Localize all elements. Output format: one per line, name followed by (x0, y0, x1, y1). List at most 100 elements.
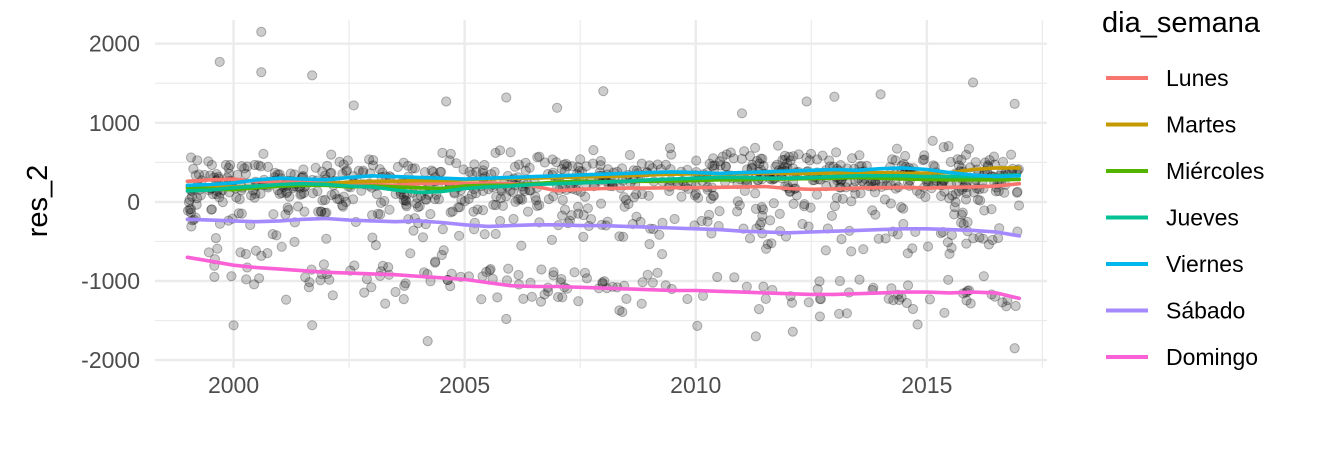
scatter-point (761, 243, 772, 254)
scatter-point (1013, 200, 1025, 211)
scatter-point (250, 188, 261, 199)
scatter-point (556, 164, 567, 175)
scatter-point (503, 263, 514, 274)
scatter-point (258, 148, 269, 159)
scatter-point (407, 163, 418, 174)
scatter-point (370, 240, 381, 251)
scatter-point (342, 155, 353, 166)
scatter-point (924, 294, 936, 305)
scatter-point (715, 160, 726, 171)
scatter-point (253, 160, 264, 171)
scatter-point (280, 209, 291, 220)
scatter-point (965, 298, 976, 309)
scatter-point (1010, 300, 1021, 312)
scatter-point (999, 187, 1010, 198)
scatter-point (463, 193, 474, 205)
series-line (185, 173, 1022, 195)
scatter-point (193, 169, 205, 180)
scatter-point (271, 230, 282, 241)
scatter-point (595, 160, 606, 171)
scatter-point (398, 157, 409, 168)
x-tick-label: 2015 (901, 372, 952, 398)
scatter-point (256, 26, 267, 37)
scatter-point (317, 166, 328, 177)
legend: Lunes Martes Miércoles Jueves Viernes Sábado D… (1106, 65, 1264, 370)
scatter-point (182, 205, 194, 216)
y-tick-label: 1000 (89, 110, 140, 136)
scatter-point (987, 234, 998, 246)
scatter-point (445, 207, 456, 218)
scatter-point (873, 233, 884, 244)
scatter-point (702, 216, 713, 227)
scatter-point (854, 150, 865, 161)
scatter-point (559, 204, 571, 215)
scatter-point (185, 204, 197, 215)
scatter-point (779, 150, 791, 161)
scatter-point (249, 279, 260, 290)
scatter-point (956, 154, 967, 165)
y-tick-label: 2000 (89, 31, 140, 57)
scatter-point (367, 160, 379, 171)
scatter-point (782, 158, 793, 169)
scatter-point (539, 289, 550, 300)
scatter-point (464, 166, 475, 177)
scatter-point (793, 149, 804, 160)
scatter-point (444, 155, 455, 166)
scatter-point (249, 159, 260, 171)
scatter-point (689, 190, 701, 201)
legend-label: Martes (1166, 112, 1236, 138)
scatter-point (744, 233, 756, 244)
scatter-point (803, 297, 814, 308)
scatter-point (907, 243, 918, 254)
series-lines (185, 166, 1022, 301)
scatter-point (575, 154, 586, 165)
scatter-point (490, 147, 501, 158)
scatter-point (946, 242, 957, 253)
series-line (185, 255, 1022, 301)
scatter-point (557, 292, 568, 303)
scatter-point (732, 196, 743, 207)
scatter-point (214, 192, 225, 203)
scatter-point (579, 267, 591, 278)
scatter-point (915, 188, 926, 199)
scatter-point (756, 217, 767, 228)
scatter-point (717, 151, 728, 162)
scatter-point (371, 189, 382, 200)
scatter-point (578, 231, 589, 242)
scatter-point (501, 191, 512, 202)
scatter-point (712, 271, 723, 283)
scatter-point (191, 199, 202, 210)
scatter-point (401, 199, 412, 210)
scatter-point (750, 188, 761, 199)
scatter-point (705, 193, 717, 204)
legend-label: Jueves (1166, 205, 1239, 231)
scatter-point (829, 201, 841, 212)
scatter-point (250, 245, 261, 256)
scatter-point (430, 257, 441, 268)
scatter-point (254, 273, 265, 284)
scatter-point (890, 155, 901, 166)
scatter-point (256, 67, 267, 78)
legend-title: dia_semana (1102, 7, 1261, 39)
scatter-point (803, 221, 814, 232)
scatter-point (513, 269, 524, 281)
scatter-point (582, 203, 594, 214)
scatter-point (513, 159, 525, 170)
scatter-point (366, 282, 377, 293)
scatter-point (962, 216, 973, 228)
scatter-point (587, 158, 599, 169)
scatter-point (745, 151, 756, 162)
scatter-point (338, 191, 349, 202)
scatter-point (753, 304, 765, 315)
scatter-point (834, 308, 845, 319)
scatter-point (209, 271, 220, 282)
scatter-point (573, 208, 584, 219)
scatter-point (599, 276, 610, 287)
scatter-point (379, 195, 390, 207)
scatter-point (184, 204, 195, 215)
scatter-point (359, 287, 370, 298)
scatter-point (943, 141, 954, 152)
scatter-point (814, 311, 826, 322)
scatter-point (267, 229, 278, 240)
scatter-point (445, 148, 456, 159)
